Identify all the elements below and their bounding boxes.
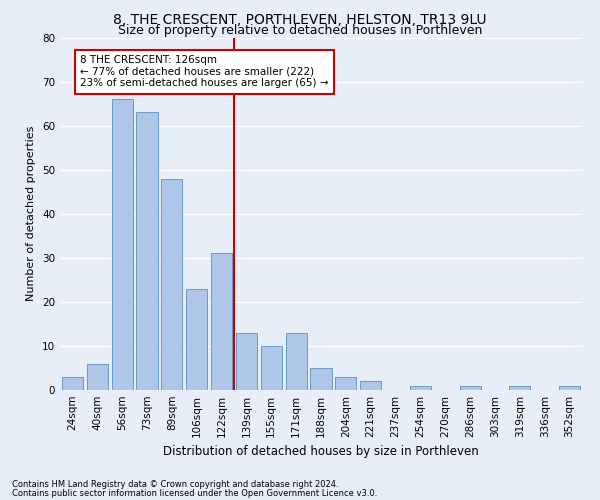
Y-axis label: Number of detached properties: Number of detached properties	[26, 126, 37, 302]
Text: Size of property relative to detached houses in Porthleven: Size of property relative to detached ho…	[118, 24, 482, 37]
Text: Contains HM Land Registry data © Crown copyright and database right 2024.: Contains HM Land Registry data © Crown c…	[12, 480, 338, 489]
Bar	[335, 377, 356, 390]
Bar	[161, 178, 182, 390]
Bar	[460, 386, 481, 390]
Bar	[410, 386, 431, 390]
Bar	[62, 377, 83, 390]
Bar	[559, 386, 580, 390]
Bar	[261, 346, 282, 390]
Bar	[310, 368, 332, 390]
X-axis label: Distribution of detached houses by size in Porthleven: Distribution of detached houses by size …	[163, 446, 479, 458]
Bar	[211, 254, 232, 390]
Bar	[286, 332, 307, 390]
Bar	[236, 332, 257, 390]
Bar	[136, 112, 158, 390]
Bar	[509, 386, 530, 390]
Text: 8, THE CRESCENT, PORTHLEVEN, HELSTON, TR13 9LU: 8, THE CRESCENT, PORTHLEVEN, HELSTON, TR…	[113, 12, 487, 26]
Text: 8 THE CRESCENT: 126sqm
← 77% of detached houses are smaller (222)
23% of semi-de: 8 THE CRESCENT: 126sqm ← 77% of detached…	[80, 55, 328, 88]
Bar	[186, 288, 207, 390]
Text: Contains public sector information licensed under the Open Government Licence v3: Contains public sector information licen…	[12, 488, 377, 498]
Bar	[87, 364, 108, 390]
Bar	[112, 99, 133, 390]
Bar	[360, 381, 381, 390]
